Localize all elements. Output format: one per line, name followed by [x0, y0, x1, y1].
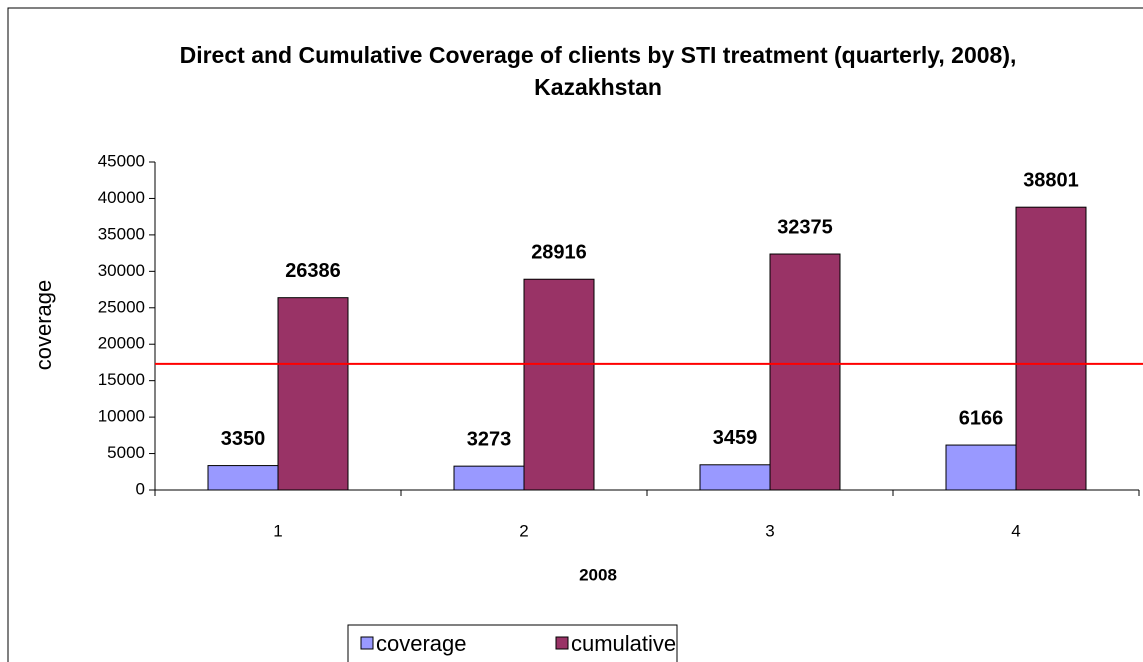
legend-swatch [555, 636, 569, 650]
y-tick-label: 20000 [98, 334, 145, 353]
chart-frame [7, 7, 1143, 662]
x-tick-label: 1 [273, 521, 282, 540]
data-label: 26386 [285, 260, 341, 282]
legend-label: cumulative [571, 631, 676, 656]
legend-box [347, 624, 678, 662]
bar [1015, 206, 1087, 491]
y-tick-label: 35000 [98, 224, 145, 243]
data-label: 6166 [959, 407, 1004, 429]
data-label: 3459 [713, 427, 758, 449]
x-tick-label: 4 [1011, 521, 1020, 540]
y-tick-label: 5000 [107, 443, 145, 462]
x-axis-title: 2008 [579, 565, 617, 584]
data-label: 3350 [221, 428, 266, 450]
y-tick-label: 0 [136, 479, 145, 498]
legend-swatch [360, 636, 374, 650]
legend-label: coverage [376, 631, 467, 656]
bar [699, 464, 771, 491]
data-label: 32375 [777, 216, 833, 238]
y-tick-label: 15000 [98, 370, 145, 389]
y-tick-label: 25000 [98, 297, 145, 316]
x-tick-label: 3 [765, 521, 774, 540]
bar [207, 465, 279, 491]
chart-title: Kazakhstan [534, 74, 662, 100]
bar [277, 297, 349, 491]
data-label: 28916 [531, 242, 587, 264]
y-tick-label: 10000 [98, 407, 145, 426]
y-tick-label: 45000 [98, 151, 145, 170]
data-label: 3273 [467, 428, 512, 450]
bar [523, 278, 595, 491]
x-tick-label: 2 [519, 521, 528, 540]
chart-title: Direct and Cumulative Coverage of client… [180, 42, 1017, 68]
data-label: 38801 [1023, 169, 1079, 191]
bar [453, 465, 525, 491]
y-tick-label: 40000 [98, 188, 145, 207]
y-axis-title: coverage [31, 280, 56, 371]
bar [945, 444, 1017, 491]
y-tick-label: 30000 [98, 261, 145, 280]
bar [769, 253, 841, 491]
